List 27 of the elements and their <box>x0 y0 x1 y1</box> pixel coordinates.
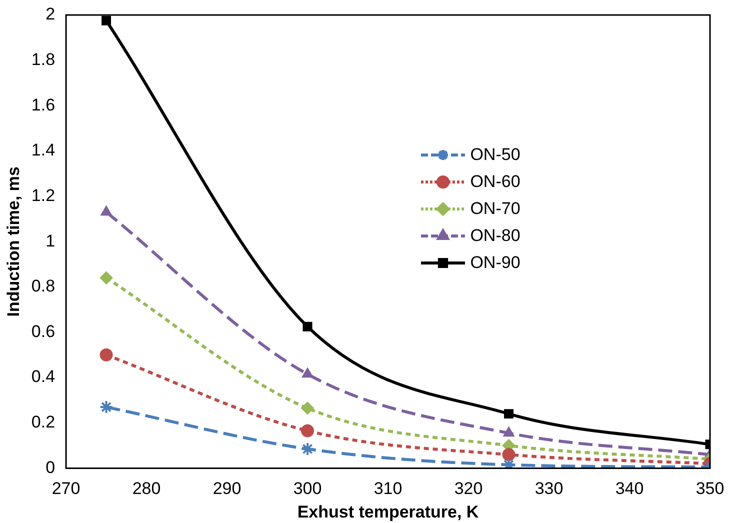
x-tick-label: 280 <box>132 479 161 498</box>
y-tick-label: 1 <box>46 231 56 250</box>
y-tick-label: 0.6 <box>31 322 56 341</box>
y-tick-label: 1.6 <box>31 95 56 114</box>
legend-label: ON-60 <box>470 172 520 192</box>
y-tick-label: 1.2 <box>31 186 56 205</box>
x-tick-label: 270 <box>52 479 80 498</box>
y-tick-label: 1.8 <box>31 50 56 70</box>
y-tick-label: 0.4 <box>31 367 56 386</box>
x-tick-label: 290 <box>212 479 242 498</box>
legend-label: ON-90 <box>470 253 520 274</box>
x-tick-label: 310 <box>374 479 402 498</box>
y-tick-label: 0.2 <box>31 412 56 432</box>
legend-label: ON-50 <box>470 145 520 166</box>
x-tick-label: 300 <box>293 479 322 498</box>
y-tick-label: 2 <box>46 4 56 24</box>
x-tick-label: 340 <box>615 479 644 498</box>
y-tick-label: 1.4 <box>31 140 56 160</box>
legend-label: ON-80 <box>470 226 520 246</box>
y-tick-label: 0.8 <box>31 276 56 296</box>
x-tick-label: 330 <box>534 479 564 498</box>
x-tick-label: 350 <box>696 479 724 498</box>
y-tick-label: 0 <box>46 458 56 477</box>
y-axis-title: Induction time, ms <box>4 166 23 317</box>
x-axis-title: Exhust temperature, K <box>297 502 480 522</box>
x-tick-label: 320 <box>454 479 483 498</box>
legend-label: ON-70 <box>470 199 520 220</box>
